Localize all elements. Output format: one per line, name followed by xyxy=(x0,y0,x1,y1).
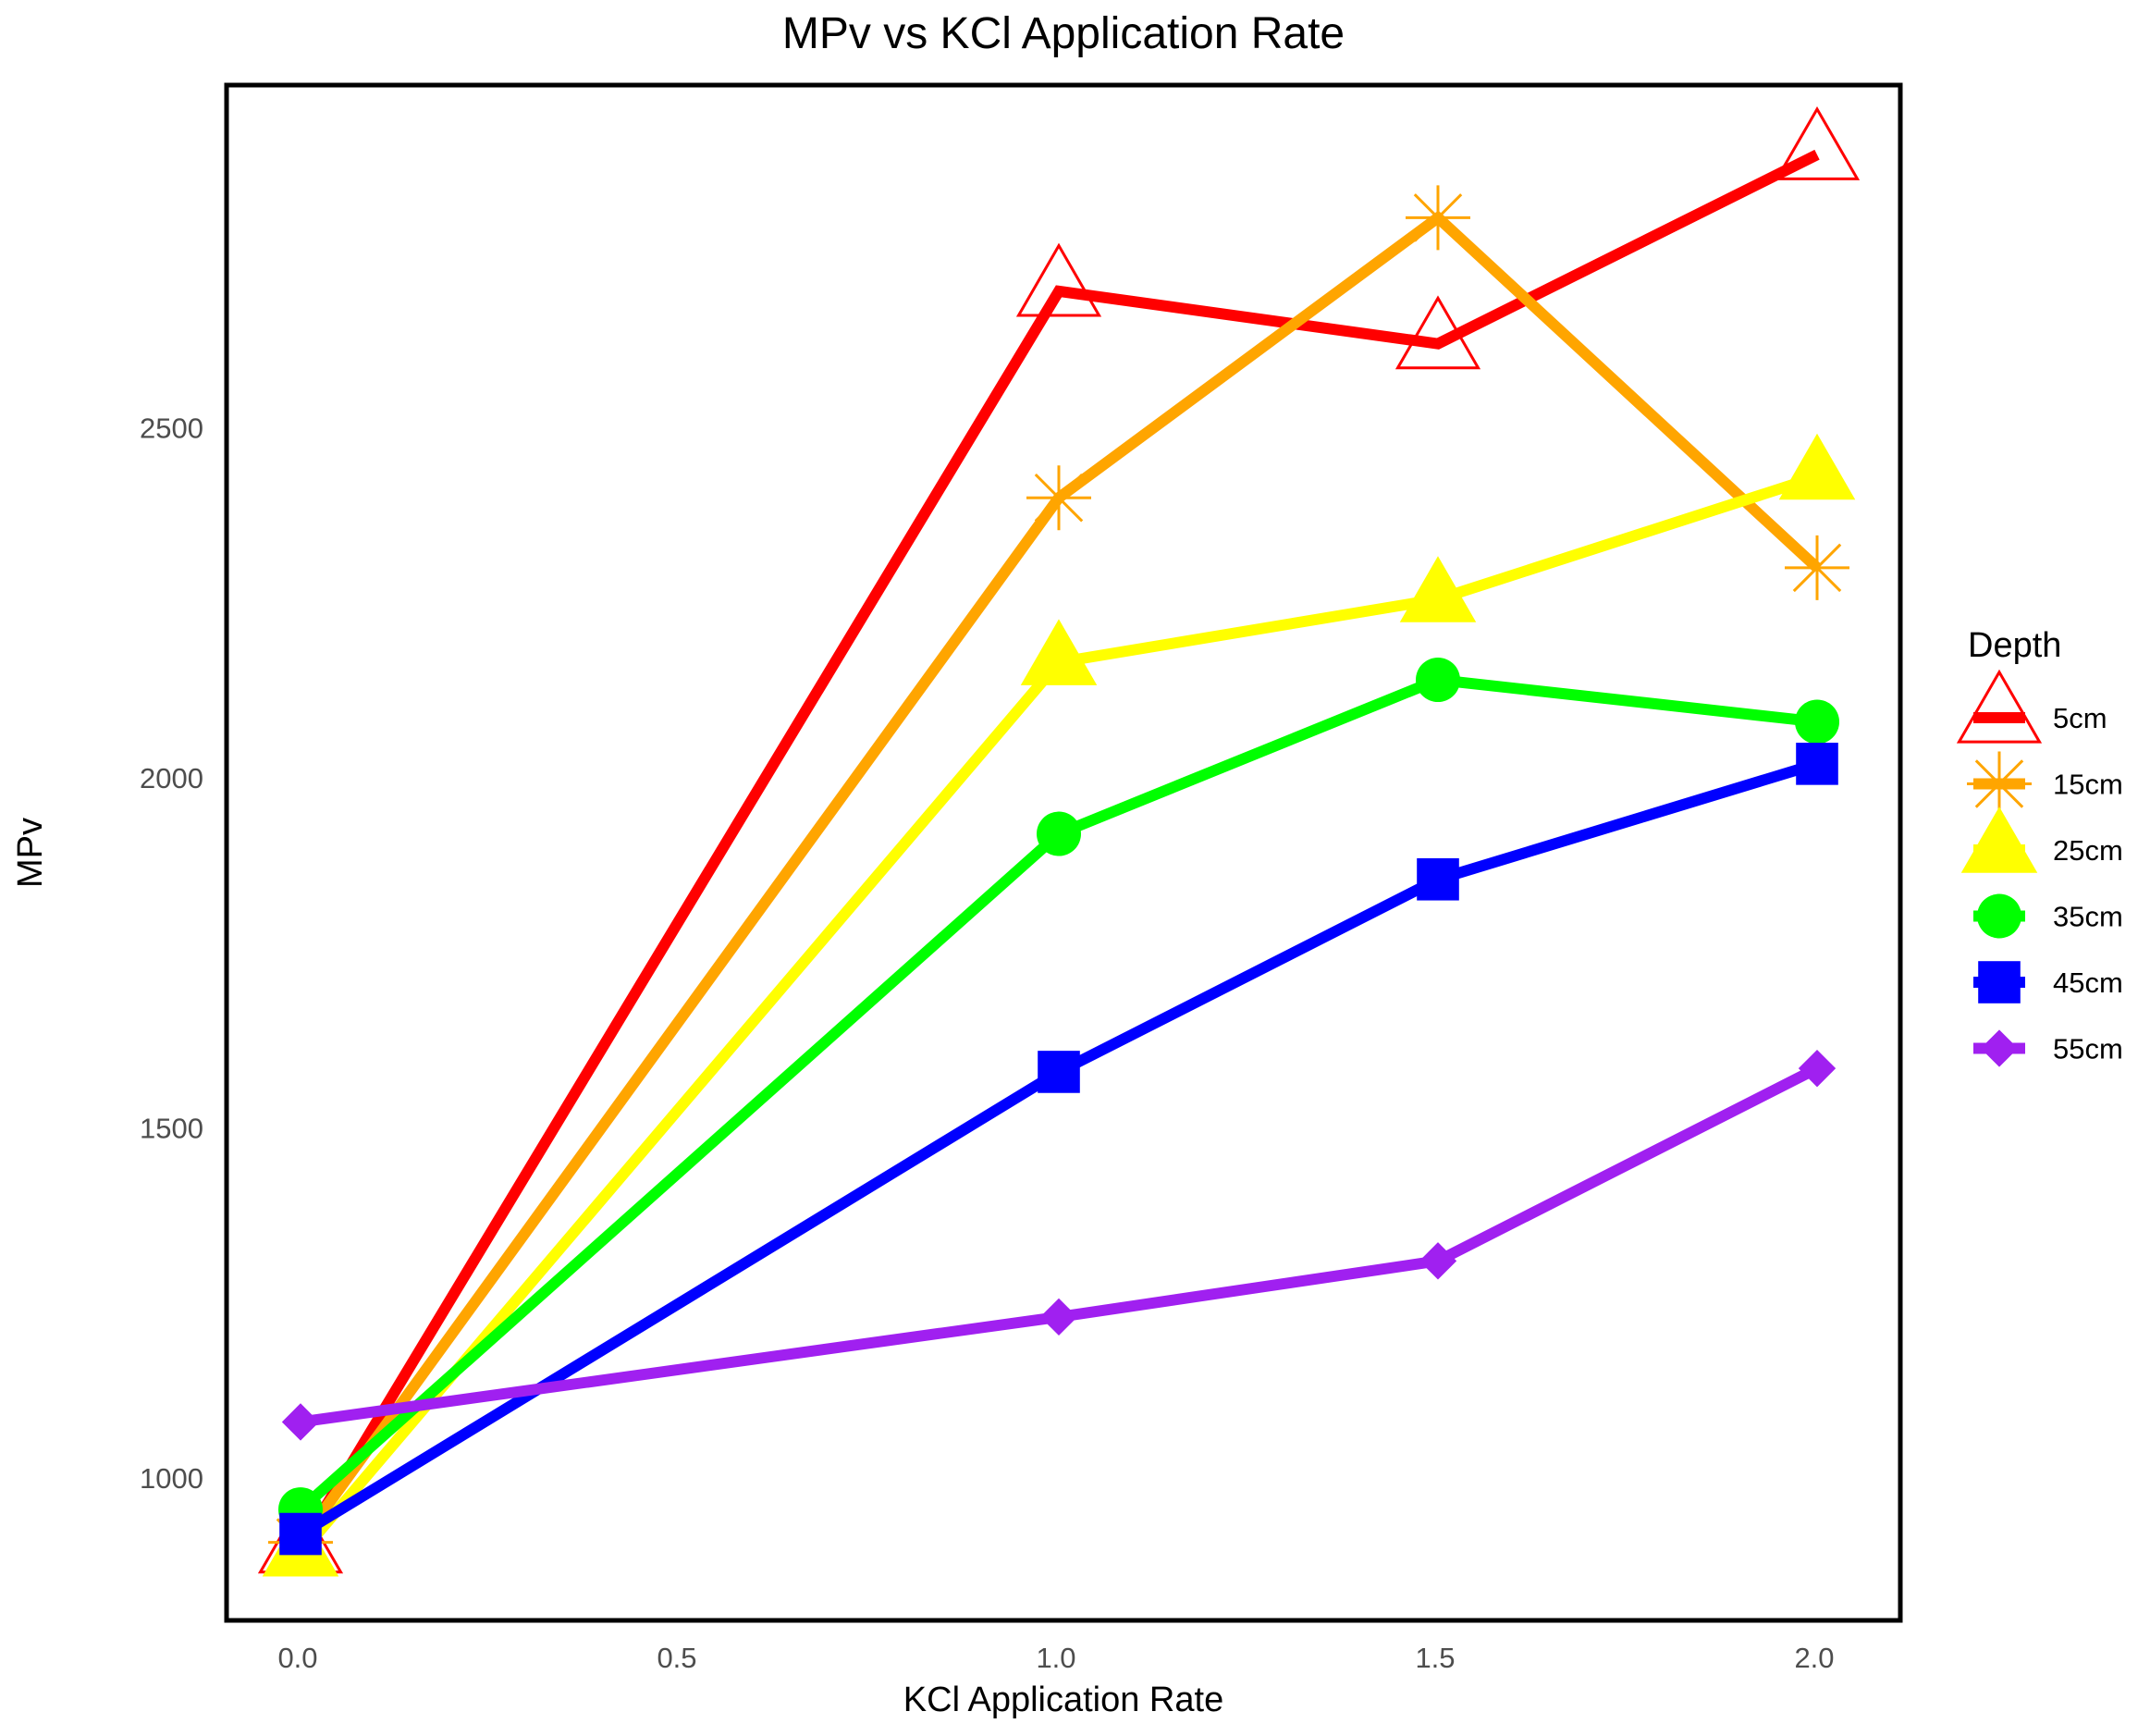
asterisk-marker-icon xyxy=(1026,465,1091,531)
square-marker-icon xyxy=(1796,743,1838,785)
x-tick-label: 0.5 xyxy=(657,1642,696,1674)
open-triangle-marker-icon xyxy=(1015,242,1102,317)
legend-label: 25cm xyxy=(2053,834,2123,867)
series-line xyxy=(300,1063,1820,1428)
legend-label: 55cm xyxy=(2053,1033,2123,1065)
chart-title: MPv vs KCl Application Rate xyxy=(782,9,1345,58)
diamond-marker-icon xyxy=(1798,1049,1837,1088)
x-axis-label: KCl Application Rate xyxy=(903,1681,1223,1719)
diamond-marker-icon xyxy=(1980,1029,2019,1067)
x-tick-label: 2.0 xyxy=(1794,1642,1834,1674)
asterisk-marker-icon xyxy=(1406,185,1470,251)
legend-label: 5cm xyxy=(2053,702,2107,734)
series-line xyxy=(297,673,1818,1514)
legend-title: Depth xyxy=(1968,626,2061,665)
circle-marker-icon xyxy=(1416,658,1460,703)
legend-item-5cm: 5cm xyxy=(1956,669,2107,744)
series-layer xyxy=(257,105,1861,1577)
x-tick-label: 1.0 xyxy=(1036,1642,1075,1674)
series-line xyxy=(296,210,1822,1546)
y-tick-label: 2000 xyxy=(140,762,203,794)
y-tick-label: 1500 xyxy=(140,1113,203,1145)
legend-item-15cm: 15cm xyxy=(1967,751,2123,817)
legend-label: 35cm xyxy=(2053,901,2123,933)
legend-label: 45cm xyxy=(2053,966,2123,999)
series-line xyxy=(297,758,1819,1539)
circle-marker-icon xyxy=(1037,811,1081,856)
square-marker-icon xyxy=(1978,961,2021,1003)
y-axis-ticks: 1000 1500 2000 2500 xyxy=(140,412,203,1496)
series-55cm xyxy=(281,1049,1837,1441)
square-marker-icon xyxy=(279,1512,322,1556)
plot-area xyxy=(224,82,1903,1623)
legend-item-35cm: 35cm xyxy=(1973,893,2123,939)
legend-item-25cm: 25cm xyxy=(1960,806,2123,873)
open-triangle-marker-icon xyxy=(1956,669,2043,744)
filled-triangle-marker-icon xyxy=(1778,433,1856,500)
y-axis-label: MPv xyxy=(11,818,50,888)
series-line xyxy=(295,149,1820,1551)
legend-item-45cm: 45cm xyxy=(1973,961,2123,1003)
x-tick-label: 0.0 xyxy=(277,1642,317,1674)
legend-items: 5cm 15cm 25cm 35cm 45cm 55cm xyxy=(1956,669,2123,1067)
y-tick-label: 1000 xyxy=(140,1462,203,1495)
circle-marker-icon xyxy=(1795,699,1839,745)
x-axis-ticks: 0.0 0.5 1.0 1.5 2.0 xyxy=(277,1642,1834,1674)
filled-triangle-marker-icon xyxy=(1399,556,1477,622)
diamond-marker-icon xyxy=(1039,1298,1078,1336)
asterisk-marker-icon xyxy=(1785,535,1849,600)
asterisk-marker-icon xyxy=(1967,751,2032,817)
legend-item-55cm: 55cm xyxy=(1973,1029,2123,1067)
filled-triangle-marker-icon xyxy=(1960,806,2038,873)
diamond-marker-icon xyxy=(281,1403,320,1441)
legend-label: 15cm xyxy=(2053,769,2123,801)
y-tick-label: 2500 xyxy=(140,412,203,445)
series-45cm xyxy=(279,743,1838,1556)
x-tick-label: 1.5 xyxy=(1415,1642,1455,1674)
legend: Depth 5cm 15cm 25cm 35cm 45cm 55cm xyxy=(1956,626,2123,1067)
series-line xyxy=(296,471,1819,1557)
open-triangle-marker-icon xyxy=(1774,105,1861,180)
filled-triangle-marker-icon xyxy=(1020,619,1098,685)
square-marker-icon xyxy=(1417,857,1459,901)
legend-line-swatch xyxy=(1973,712,2025,723)
open-triangle-marker-icon xyxy=(1394,295,1481,370)
circle-marker-icon xyxy=(1977,893,2021,939)
diamond-marker-icon xyxy=(1419,1242,1457,1280)
square-marker-icon xyxy=(1038,1051,1080,1093)
